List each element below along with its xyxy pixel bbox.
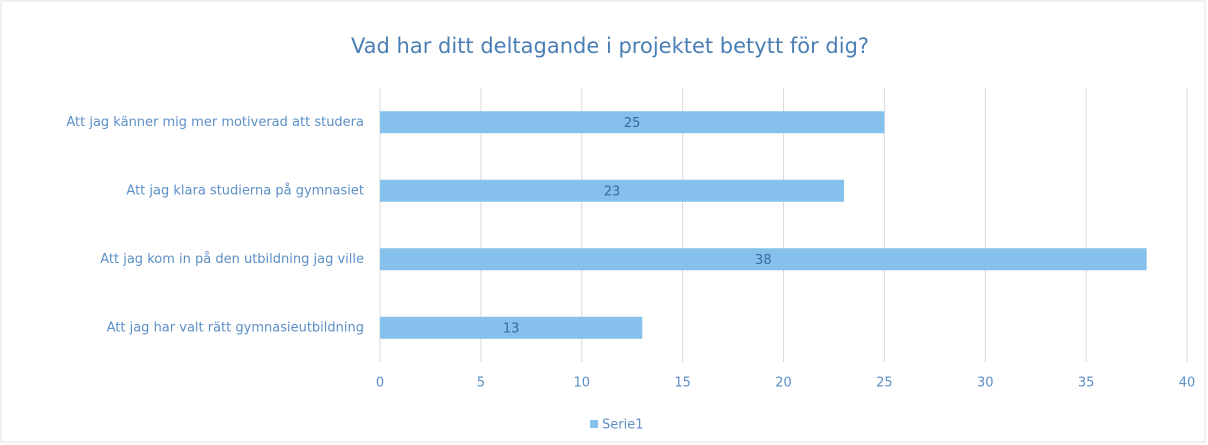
x-tick-label: 15 [674,376,691,391]
chart-title: Vad har ditt deltagande i projektet bety… [351,34,869,58]
x-tick-label: 25 [876,376,893,391]
y-tick-label: Att jag känner mig mer motiverad att stu… [66,115,364,130]
x-tick-label: 40 [1179,376,1196,391]
x-tick-label: 35 [1078,376,1095,391]
data-label: 13 [503,321,520,336]
x-tick-label: 30 [977,376,994,391]
legend-label: Serie1 [602,418,643,433]
legend-swatch [590,420,598,428]
bar [380,111,885,134]
y-tick-label: Att jag har valt rätt gymnasieutbildning [107,320,364,335]
x-tick-label: 5 [477,376,485,391]
y-tick-label: Att jag klara studierna på gymnasiet [126,183,364,198]
x-tick-label: 0 [376,376,384,391]
bar [380,248,1147,271]
bar [380,316,643,339]
x-tick-label: 20 [775,376,792,391]
data-label: 38 [755,253,772,268]
data-label: 25 [624,116,641,131]
x-tick-label: 10 [573,376,590,391]
bar [380,179,845,202]
y-tick-label: Att jag kom in på den utbildning jag vil… [100,252,364,267]
data-label: 23 [604,184,621,199]
